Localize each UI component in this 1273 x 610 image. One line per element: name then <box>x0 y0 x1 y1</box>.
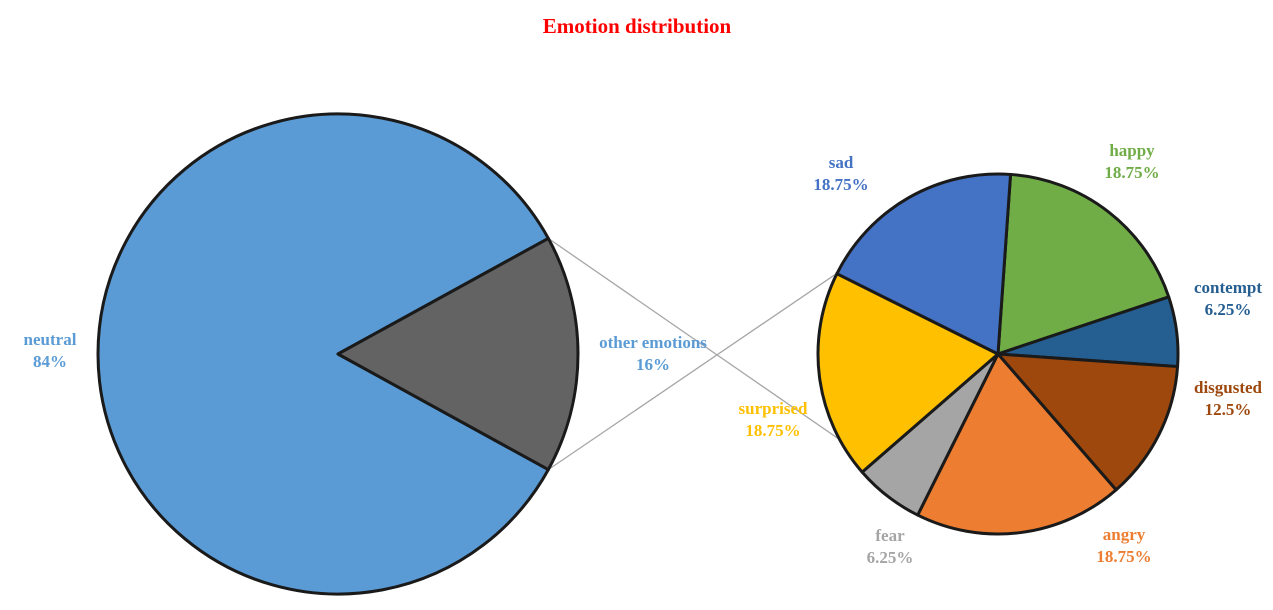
secondary-label-disgusted: disgusted 12.5% <box>1194 378 1263 419</box>
main-label-value-other-emotions: 16% <box>636 355 670 374</box>
secondary-label-value-angry: 18.75% <box>1096 547 1151 566</box>
secondary-label-contempt: contempt 6.25% <box>1194 278 1262 319</box>
secondary-label-name-contempt: contempt <box>1194 278 1262 297</box>
main-label-other-emotions: other emotions 16% <box>599 333 707 374</box>
secondary-label-name-surprised: surprised <box>739 399 809 418</box>
secondary-slice-surprised <box>816 272 1000 474</box>
secondary-label-value-disgusted: 12.5% <box>1205 400 1252 419</box>
secondary-label-name-sad: sad <box>829 153 854 172</box>
secondary-label-fear: fear 6.25% <box>867 526 914 567</box>
main-slice-other-emotions <box>336 236 580 472</box>
secondary-label-value-fear: 6.25% <box>867 548 914 567</box>
main-label-name-neutral: neutral <box>24 330 77 349</box>
secondary-label-name-happy: happy <box>1109 141 1155 160</box>
secondary-slice-happy <box>996 172 1171 356</box>
secondary-label-name-fear: fear <box>875 526 905 545</box>
secondary-label-angry: angry 18.75% <box>1096 525 1151 566</box>
secondary-slice-angry <box>916 352 1118 536</box>
secondary-label-name-disgusted: disgusted <box>1194 378 1263 397</box>
main-pie <box>96 112 580 596</box>
main-label-value-neutral: 84% <box>33 352 67 371</box>
data-labels: neutral 84% other emotions 16% happy 18.75% co… <box>24 141 1263 567</box>
secondary-label-happy: happy 18.75% <box>1104 141 1159 182</box>
secondary-label-value-surprised: 18.75% <box>745 421 800 440</box>
secondary-slice-disgusted <box>996 352 1180 492</box>
secondary-slice-sad <box>835 172 1013 356</box>
main-label-name-other-emotions: other emotions <box>599 333 707 352</box>
secondary-label-sad: sad 18.75% <box>813 153 868 194</box>
secondary-pie <box>816 172 1180 536</box>
main-slice-neutral <box>96 112 550 596</box>
secondary-label-value-contempt: 6.25% <box>1205 300 1252 319</box>
chart-title: Emotion distribution <box>543 14 732 38</box>
secondary-label-name-angry: angry <box>1103 525 1146 544</box>
secondary-label-value-sad: 18.75% <box>813 175 868 194</box>
secondary-label-value-happy: 18.75% <box>1104 163 1159 182</box>
main-label-neutral: neutral 84% <box>24 330 77 371</box>
secondary-label-surprised: surprised 18.75% <box>739 399 809 440</box>
